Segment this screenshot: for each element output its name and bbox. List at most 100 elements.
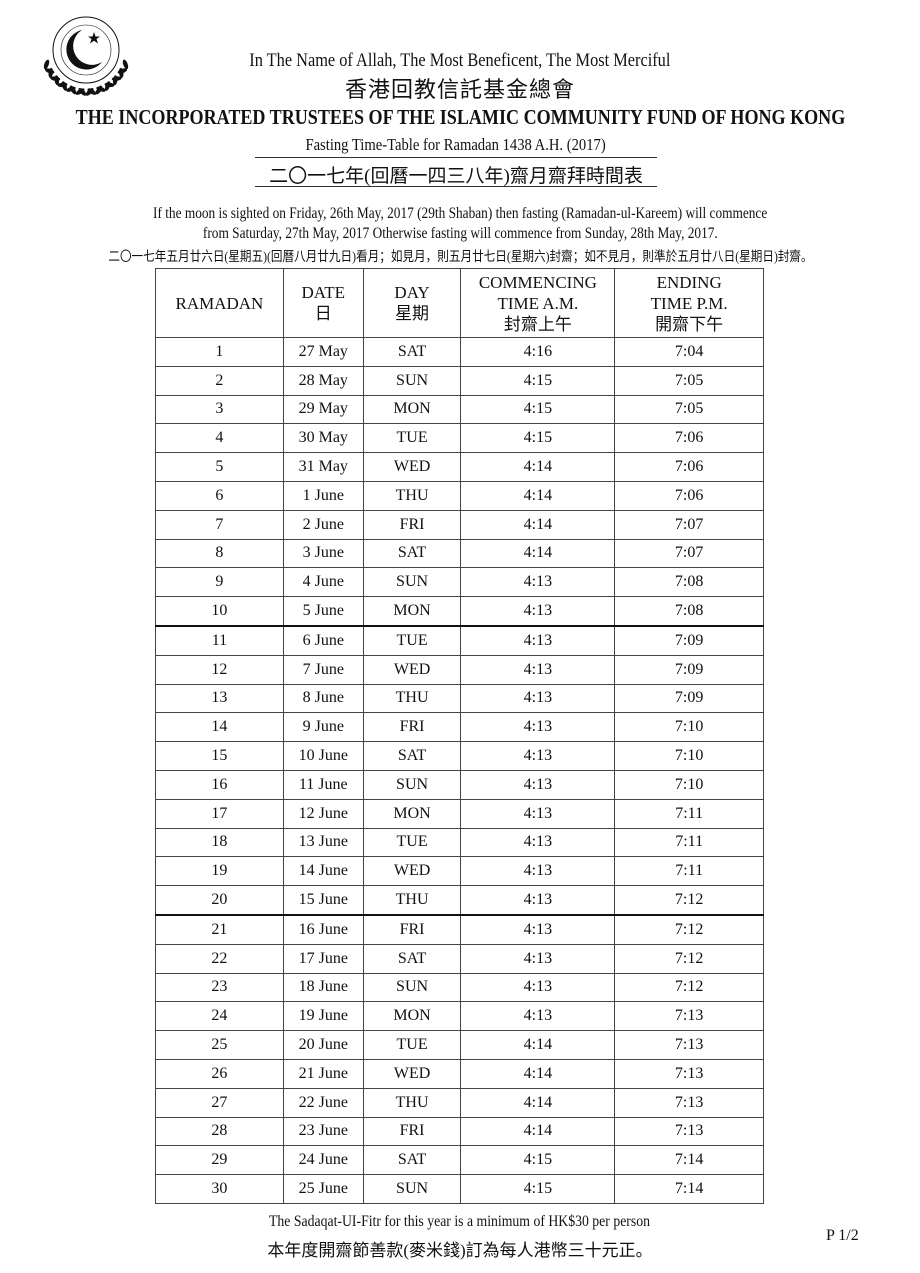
table-cell: WED [362,1058,462,1089]
column-header: COMMENCING TIME A.M. 封齋上午 [460,268,616,338]
laurel-leaf [43,59,50,70]
header-text: 日 [314,304,332,323]
header-text: COMMENCING [478,272,597,292]
title-english: Fasting Time-Table for Ramadan 1438 A.H.… [255,135,657,158]
table-cell: 4:13 [460,567,616,598]
table-cell: 25 [155,1030,284,1060]
table-cell: THU [362,683,462,714]
table-cell: TUE [362,625,462,656]
table-cell: 7:06 [614,452,764,482]
table-cell: 5 [155,452,284,482]
table-row: 29 24 June SAT 4:15 7:14 [155,1145,764,1176]
table-cell: 22 [155,943,284,974]
table-cell: 4:15 [460,1174,616,1204]
column-header: ENDING TIME P.M. 開齋下午 [614,268,764,338]
table-row: 21 16 June FRI 4:13 7:12 [155,914,764,945]
header-text: DATE [301,283,345,302]
table-cell: 4:13 [460,596,616,627]
header-text: 星期 [395,304,430,323]
table-cell: 4:13 [460,798,616,829]
table-cell: 4:14 [460,1058,616,1089]
table-cell: 18 [155,827,284,858]
table-row: 17 12 June MON 4:13 7:11 [155,798,764,829]
table-cell: 23 June [282,1116,364,1147]
table-cell: 30 May [282,423,364,454]
table-cell: 10 June [282,741,364,771]
table-cell: TUE [362,827,462,858]
table-cell: 18 June [282,972,364,1003]
table-cell: 15 June [282,885,364,916]
org-name-english: THE INCORPORATED TRUSTEES OF THE ISLAMIC… [75,105,845,129]
table-cell: 4:13 [460,827,616,858]
column-header: DATE 日 [282,268,364,338]
table-cell: 28 May [282,365,364,396]
table-cell: 17 June [282,943,364,974]
table-row: 19 14 June WED 4:13 7:11 [155,856,764,887]
table-row: 10 5 June MON 4:13 7:08 [155,596,764,627]
table-cell: FRI [362,1116,462,1147]
table-cell: 7:09 [614,625,764,656]
table-cell: MON [362,1001,462,1032]
table-cell: SUN [362,365,462,396]
page-number: P 1/2 [826,1227,859,1244]
table-cell: 20 June [282,1030,364,1060]
table-cell: TUE [362,423,462,454]
table-cell: 12 [155,654,284,685]
table-cell: 15 [155,741,284,771]
notice-line-1: If the moon is sighted on Friday, 26th M… [152,205,768,222]
table-cell: 16 June [282,914,364,945]
laurel-leaf [75,88,85,95]
table-row: 25 20 June TUE 4:14 7:13 [155,1030,764,1060]
table-cell: 7 [155,509,284,540]
table-cell: 4:13 [460,769,616,800]
table-cell: 21 [155,914,284,945]
table-cell: 2 June [282,509,364,540]
table-cell: THU [362,480,462,511]
table-cell: 5 June [282,596,364,627]
table-cell: WED [362,452,462,482]
table-cell: SAT [362,1145,462,1176]
table-cell: 1 June [282,480,364,511]
table-cell: 10 [155,596,284,627]
table-cell: TUE [362,1030,462,1060]
laurel-leaf [95,85,103,95]
table-cell: 13 [155,683,284,714]
table-cell: SAT [362,538,462,569]
table-row: 4 30 May TUE 4:15 7:06 [155,423,764,454]
table-row: 13 8 June THU 4:13 7:09 [155,683,764,714]
table-cell: 23 [155,972,284,1003]
laurel-leaf [104,81,111,91]
table-row: 5 31 May WED 4:14 7:06 [155,452,764,482]
table-cell: FRI [362,509,462,540]
table-cell: 2 [155,365,284,396]
column-header: DAY 星期 [362,268,462,338]
table-cell: 6 [155,480,284,511]
table-cell: 4 [155,423,284,454]
table-cell: 4:13 [460,885,616,916]
table-cell: 4:13 [460,683,616,714]
table-cell: SUN [362,769,462,800]
table-cell: 27 May [282,337,364,367]
laurel-leaf [118,67,124,78]
laurel-leaf [50,76,61,81]
table-cell: 13 June [282,827,364,858]
table-cell: 14 [155,712,284,743]
table-cell: 4:15 [460,394,616,425]
table-row: 15 10 June SAT 4:13 7:10 [155,741,764,771]
sadaqat-note-chinese: 本年度開齋節善款(麥米錢)訂為每人港幣三十元正。 [267,1241,653,1260]
table-row: 22 17 June SAT 4:13 7:12 [155,943,764,974]
table-cell: 25 June [282,1174,364,1204]
table-cell: 3 [155,394,284,425]
table-cell: SUN [362,1174,462,1204]
table-cell: FRI [362,712,462,743]
table-cell: 4:15 [460,365,616,396]
laurel-leaf [85,87,94,96]
table-row: 11 6 June TUE 4:13 7:09 [155,625,764,656]
table-row: 2 28 May SUN 4:15 7:05 [155,365,764,396]
table-cell: 7:11 [614,798,764,829]
header-text: ENDING [656,272,722,292]
table-cell: 4:14 [460,452,616,482]
table-cell: 4:15 [460,1145,616,1176]
table-cell: 12 June [282,798,364,829]
